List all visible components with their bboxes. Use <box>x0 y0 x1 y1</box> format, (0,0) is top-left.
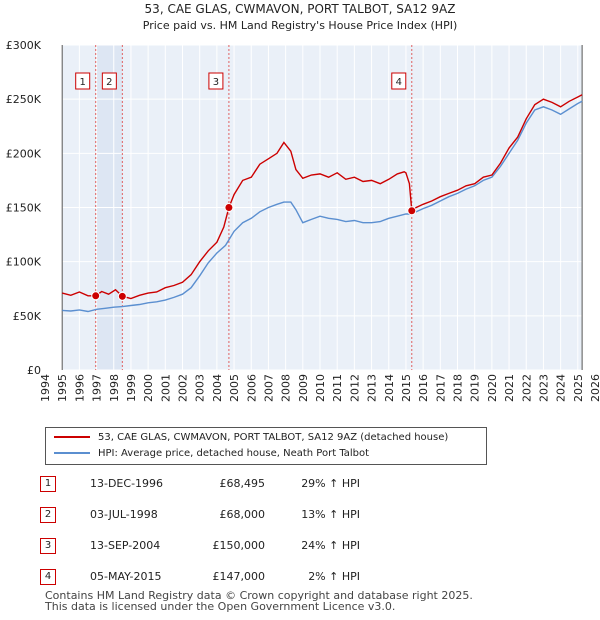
x-tick-label: 2019 <box>469 374 482 402</box>
legend-item-property: 53, CAE GLAS, CWMAVON, PORT TALBOT, SA12… <box>54 431 448 445</box>
sale-hpi-change: 29% ↑ HPI <box>301 477 360 490</box>
chart-title: 53, CAE GLAS, CWMAVON, PORT TALBOT, SA12… <box>145 2 456 16</box>
sale-number-box <box>391 72 407 90</box>
y-tick-label: £100K <box>6 256 42 269</box>
sale-number-label: 1 <box>80 77 86 88</box>
sale-date: 03-JUL-1998 <box>90 508 158 521</box>
price-chart: 53, CAE GLAS, CWMAVON, PORT TALBOT, SA12… <box>6 2 600 402</box>
sale-number-box <box>75 72 91 90</box>
footer-line-1: Contains HM Land Registry data © Crown c… <box>45 589 473 602</box>
sale-number-box: 3 <box>40 538 56 554</box>
sale-point <box>91 291 101 301</box>
x-tick-label: 2014 <box>383 374 396 402</box>
sale-hpi-change: 24% ↑ HPI <box>301 539 360 552</box>
x-tick-label: 2023 <box>537 374 550 402</box>
sale-number-box: 2 <box>40 507 56 523</box>
legend-item-hpi: HPI: Average price, detached house, Neat… <box>54 447 369 461</box>
x-tick-label: 1994 <box>39 374 52 402</box>
x-tick-label: 2011 <box>331 374 344 402</box>
legend-swatch-property <box>54 436 90 438</box>
sale-date: 13-SEP-2004 <box>90 539 161 552</box>
x-tick-label: 2002 <box>177 374 190 402</box>
x-tick-label: 1995 <box>56 374 69 402</box>
sale-row: 2 03-JUL-1998 £68,000 13% ↑ HPI <box>40 507 440 525</box>
x-tick-label: 1999 <box>125 374 138 402</box>
sale-hpi-change: 2% ↑ HPI <box>308 570 360 583</box>
sale-number-label: 2 <box>106 77 112 88</box>
x-tick-label: 1998 <box>108 374 121 402</box>
legend-swatch-hpi <box>54 452 90 454</box>
x-tick-label: 2024 <box>555 374 568 402</box>
x-tick-label: 2021 <box>503 374 516 402</box>
y-tick-label: £300K <box>6 39 42 52</box>
legend-label-hpi: HPI: Average price, detached house, Neat… <box>98 448 370 459</box>
footer-line-2: This data is licensed under the Open Gov… <box>45 600 396 613</box>
sale-row: 1 13-DEC-1996 £68,495 29% ↑ HPI <box>40 476 440 494</box>
y-tick-label: £200K <box>6 147 42 160</box>
y-tick-label: £250K <box>6 93 42 106</box>
x-tick-label: 2022 <box>520 374 533 402</box>
x-tick-label: 2009 <box>297 374 310 402</box>
x-tick-label: 2007 <box>262 374 275 402</box>
y-tick-label: £0 <box>27 364 41 377</box>
sale-number-box: 4 <box>40 569 56 585</box>
x-tick-label: 2015 <box>400 374 413 402</box>
sale-date: 05-MAY-2015 <box>90 570 162 583</box>
sale-row: 3 13-SEP-2004 £150,000 24% ↑ HPI <box>40 538 440 556</box>
y-tick-label: £50K <box>13 310 42 323</box>
x-tick-label: 2025 <box>572 374 585 402</box>
chart-legend: 53, CAE GLAS, CWMAVON, PORT TALBOT, SA12… <box>45 427 487 465</box>
x-tick-label: 2018 <box>452 374 465 402</box>
sale-date: 13-DEC-1996 <box>90 477 164 490</box>
x-tick-label: 2008 <box>280 374 293 402</box>
sale-price: £68,000 <box>219 508 266 521</box>
x-tick-label: 1997 <box>91 374 104 402</box>
x-tick-label: 2017 <box>434 374 447 402</box>
sale-number-label: 4 <box>396 77 402 88</box>
x-tick-label: 2003 <box>194 374 207 402</box>
sale-point <box>117 291 127 301</box>
property-price-line <box>62 94 583 300</box>
sale-number-label: 3 <box>213 77 219 88</box>
hpi-line <box>62 100 583 313</box>
sale-number-box <box>101 72 117 90</box>
x-tick-label: 2004 <box>211 374 224 402</box>
sale-price: £147,000 <box>212 570 266 583</box>
sale-point <box>407 206 417 216</box>
x-tick-label: 2012 <box>348 374 361 402</box>
sale-number-box: 1 <box>40 476 56 492</box>
sale-hpi-change: 13% ↑ HPI <box>301 508 360 521</box>
x-tick-label: 1996 <box>73 374 86 402</box>
x-tick-label: 2000 <box>142 374 155 402</box>
sale-row: 4 05-MAY-2015 £147,000 2% ↑ HPI <box>40 569 440 587</box>
x-tick-label: 2001 <box>159 374 172 402</box>
x-tick-label: 2026 <box>589 374 600 402</box>
footer-attribution: Contains HM Land Registry data © Crown c… <box>45 590 473 612</box>
chart-subtitle: Price paid vs. HM Land Registry's House … <box>143 19 458 32</box>
y-tick-label: £150K <box>6 202 42 215</box>
x-tick-label: 2020 <box>486 374 499 402</box>
sale-price: £68,495 <box>219 477 266 490</box>
sale-point <box>224 203 234 212</box>
x-tick-label: 2010 <box>314 374 327 402</box>
sale-price: £150,000 <box>212 539 266 552</box>
x-tick-label: 2013 <box>366 374 379 402</box>
x-tick-label: 2016 <box>417 374 430 402</box>
x-tick-label: 2005 <box>228 374 241 402</box>
sale-number-box <box>208 72 224 90</box>
x-tick-label: 2006 <box>245 374 258 402</box>
legend-label-property: 53, CAE GLAS, CWMAVON, PORT TALBOT, SA12… <box>98 432 449 443</box>
